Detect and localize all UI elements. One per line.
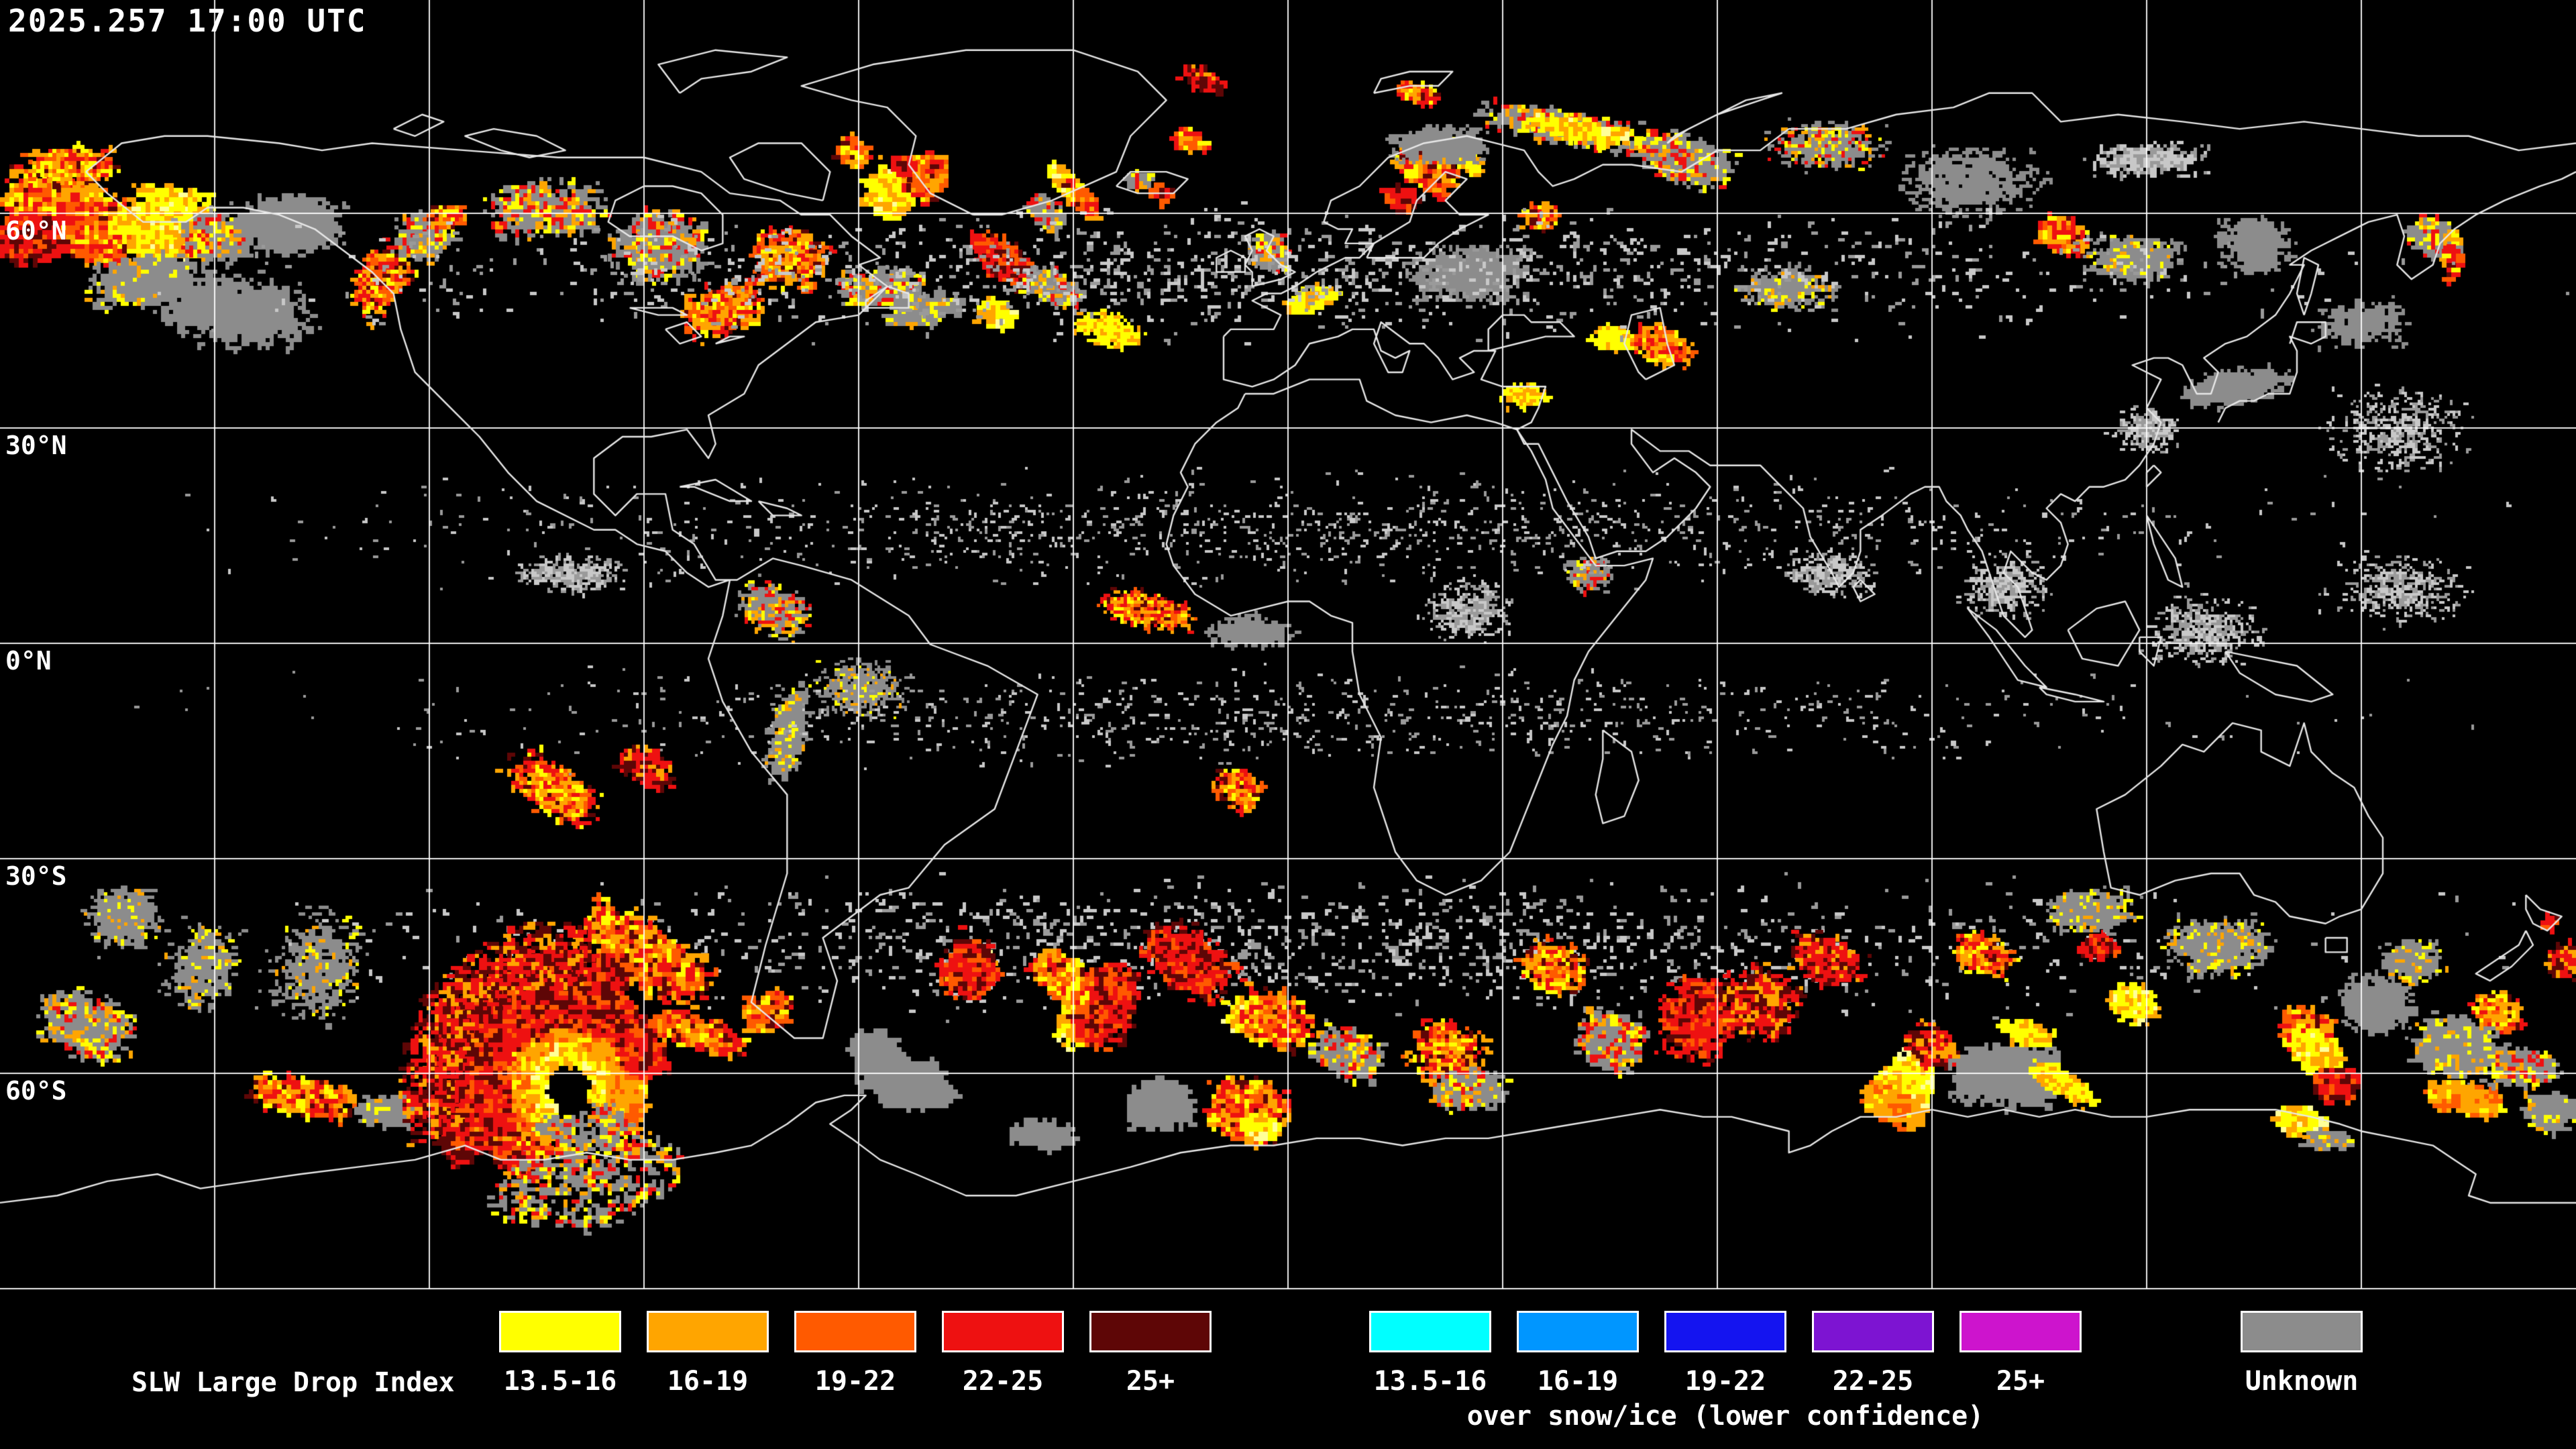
legend-title: SLW Large Drop Index <box>131 1367 455 1398</box>
legend-item: 16-19 <box>634 1311 782 1397</box>
legend-item: 13.5-16 <box>1356 1311 1504 1397</box>
legend-item: 19-22 <box>1652 1311 1799 1397</box>
legend-group-snow-ice: 13.5-16 16-19 19-22 22-25 25+ <box>1356 1311 2094 1397</box>
legend-swatch-ice-5 <box>1960 1311 2082 1352</box>
legend-swatch-warm-2 <box>647 1311 769 1352</box>
legend-label: 25+ <box>1126 1366 1175 1397</box>
legend: SLW Large Drop Index 13.5-16 16-19 19-22… <box>0 1301 2576 1449</box>
timestamp: 2025.257 17:00 UTC <box>8 3 367 39</box>
legend-swatch-ice-1 <box>1369 1311 1491 1352</box>
legend-swatch-warm-4 <box>942 1311 1064 1352</box>
legend-swatch-warm-3 <box>794 1311 916 1352</box>
lat-label-0n: 0°N <box>5 646 52 676</box>
legend-label: 13.5-16 <box>1373 1366 1487 1397</box>
legend-item: 22-25 <box>1799 1311 1947 1397</box>
legend-item: Unknown <box>2228 1311 2375 1397</box>
legend-snow-ice-caption: over snow/ice (lower confidence) <box>1466 1401 1984 1432</box>
legend-swatch-warm-1 <box>499 1311 621 1352</box>
legend-swatch-unknown <box>2241 1311 2363 1352</box>
legend-group-unknown: Unknown <box>2228 1311 2375 1397</box>
legend-label: 16-19 <box>1537 1366 1619 1397</box>
lat-label-30n: 30°N <box>5 431 67 460</box>
legend-group-warm: 13.5-16 16-19 19-22 22-25 25+ <box>486 1311 1224 1397</box>
legend-swatch-warm-5 <box>1089 1311 1212 1352</box>
legend-label: 13.5-16 <box>503 1366 617 1397</box>
legend-label: 19-22 <box>814 1366 896 1397</box>
legend-swatch-ice-2 <box>1517 1311 1639 1352</box>
lat-label-60s: 60°S <box>5 1076 67 1106</box>
legend-label: 16-19 <box>667 1366 749 1397</box>
legend-item: 25+ <box>1077 1311 1224 1397</box>
legend-item: 13.5-16 <box>486 1311 634 1397</box>
legend-label: 25+ <box>1996 1366 2045 1397</box>
legend-item: 25+ <box>1947 1311 2094 1397</box>
legend-item: 19-22 <box>782 1311 929 1397</box>
legend-item: 22-25 <box>929 1311 1077 1397</box>
legend-label: 22-25 <box>1832 1366 1914 1397</box>
legend-item: 16-19 <box>1504 1311 1652 1397</box>
legend-label: 22-25 <box>962 1366 1044 1397</box>
legend-label: Unknown <box>2245 1366 2359 1397</box>
legend-swatch-ice-3 <box>1664 1311 1786 1352</box>
lat-label-30s: 30°S <box>5 861 67 891</box>
lat-label-60n: 60°N <box>5 216 67 246</box>
legend-swatch-ice-4 <box>1812 1311 1934 1352</box>
legend-label: 19-22 <box>1684 1366 1766 1397</box>
